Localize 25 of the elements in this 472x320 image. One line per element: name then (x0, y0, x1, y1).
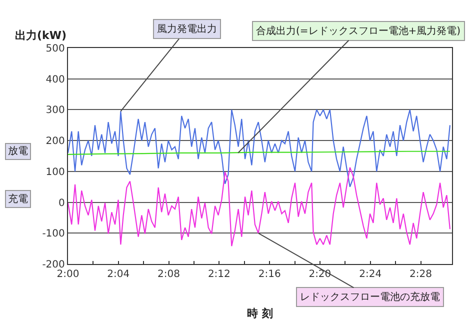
x-tick-label: 2:16 (258, 269, 281, 280)
y-axis-title: 出力(kW) (15, 29, 67, 42)
x-axis-title: 時 刻 (247, 307, 273, 320)
annotation: 合成出力(=レドックスフロー電池+風力発電) (256, 25, 461, 37)
x-tick-label: 2:20 (308, 269, 332, 280)
x-tick-label: 2:04 (107, 269, 130, 280)
x-tick-label: 2:00 (56, 269, 80, 280)
y-tick-label: 500 (46, 44, 65, 54)
x-tick-label: 2:28 (410, 269, 432, 280)
y-tick-label: 200 (46, 136, 65, 148)
y-tick-label: 300 (46, 105, 65, 116)
y-tick-label: 400 (46, 74, 65, 86)
y-tick-label: 100 (46, 166, 65, 178)
text: 充電 (8, 193, 28, 205)
line-series (68, 109, 451, 188)
annotation: 風力発電出力 (157, 23, 217, 35)
annotation: レドックスフロー電池の充放電 (300, 291, 440, 303)
y-tick-label: 0 (58, 198, 65, 209)
y-tick-label: -200 (42, 260, 65, 270)
text: 放電 (8, 146, 28, 157)
y-tick-label: -100 (42, 228, 65, 240)
x-tick-label: 2:08 (158, 269, 180, 280)
x-tick-label: 2:24 (359, 269, 382, 280)
line-series (68, 166, 451, 247)
x-tick-label: 2:12 (208, 269, 230, 280)
